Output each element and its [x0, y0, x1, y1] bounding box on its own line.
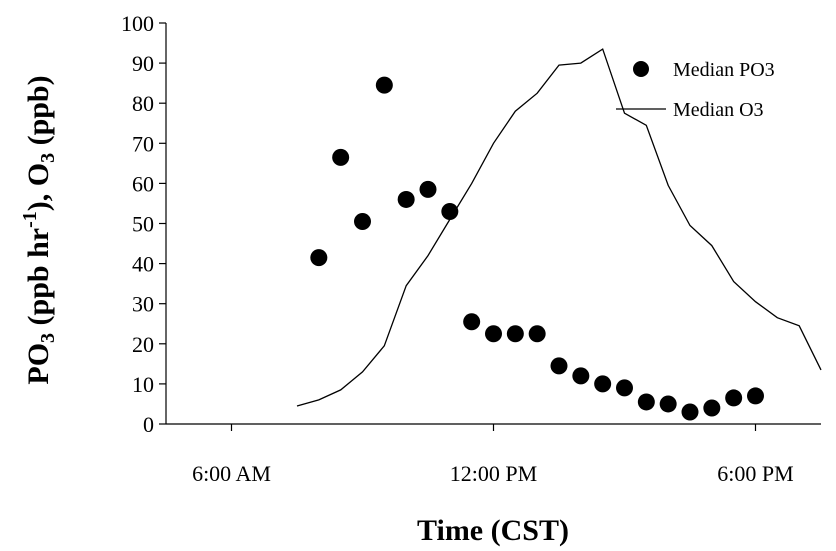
- x-tick-label: 12:00 PM: [450, 461, 537, 486]
- y-tick-label: 80: [132, 91, 154, 116]
- x-axis-title: Time (CST): [417, 514, 569, 547]
- data-point-median-po3: [550, 357, 568, 375]
- data-point-median-po3: [659, 395, 677, 413]
- legend: Median PO3 Median O3: [616, 59, 775, 121]
- data-point-median-po3: [637, 393, 655, 411]
- data-point-median-po3: [528, 325, 546, 343]
- data-point-median-po3: [441, 202, 459, 220]
- series-line-median-o3: [296, 48, 822, 407]
- data-point-median-po3: [681, 403, 699, 421]
- data-point-median-po3: [572, 367, 590, 385]
- y-tick-label: 50: [132, 212, 154, 237]
- y-tick-label: 20: [132, 332, 154, 357]
- x-tick-label: 6:00 AM: [192, 461, 271, 486]
- x-tick-label: 6:00 PM: [717, 461, 793, 486]
- data-point-median-po3: [419, 180, 437, 198]
- series-layer: [296, 48, 822, 421]
- y-tick-label: 30: [132, 292, 154, 317]
- data-point-median-po3: [506, 325, 524, 343]
- data-point-median-po3: [616, 379, 633, 397]
- legend-marker-median-po3: [633, 61, 649, 77]
- y-tick-label: 90: [132, 51, 154, 76]
- y-tick-label: 10: [132, 372, 154, 397]
- legend-label-median-po3: Median PO3: [673, 59, 775, 81]
- y-tick-label: 60: [132, 171, 154, 196]
- y-tick-label: 40: [132, 252, 154, 277]
- data-point-median-po3: [310, 249, 328, 267]
- y-tick-label: 0: [143, 412, 154, 437]
- legend-label-median-o3: Median O3: [673, 99, 764, 121]
- data-point-median-po3: [354, 212, 371, 230]
- data-point-median-po3: [747, 387, 764, 405]
- y-axis-title: PO3 (ppb hr-1), O3 (ppb): [19, 75, 59, 384]
- data-point-median-po3: [485, 325, 502, 343]
- data-point-median-po3: [463, 313, 481, 331]
- data-point-median-po3: [375, 76, 393, 94]
- data-point-median-po3: [332, 148, 350, 166]
- y-tick-label: 100: [121, 11, 154, 36]
- data-point-median-po3: [725, 389, 743, 407]
- data-point-median-po3: [703, 399, 721, 417]
- data-point-median-po3: [594, 375, 612, 393]
- y-tick-label: 70: [132, 131, 154, 156]
- y-ticks: 0 10 20 30 40 50 60 70 80 90 100: [121, 11, 166, 437]
- data-point-median-po3: [397, 190, 415, 208]
- x-ticks: 6:00 AM 12:00 PM 6:00 PM: [192, 424, 794, 486]
